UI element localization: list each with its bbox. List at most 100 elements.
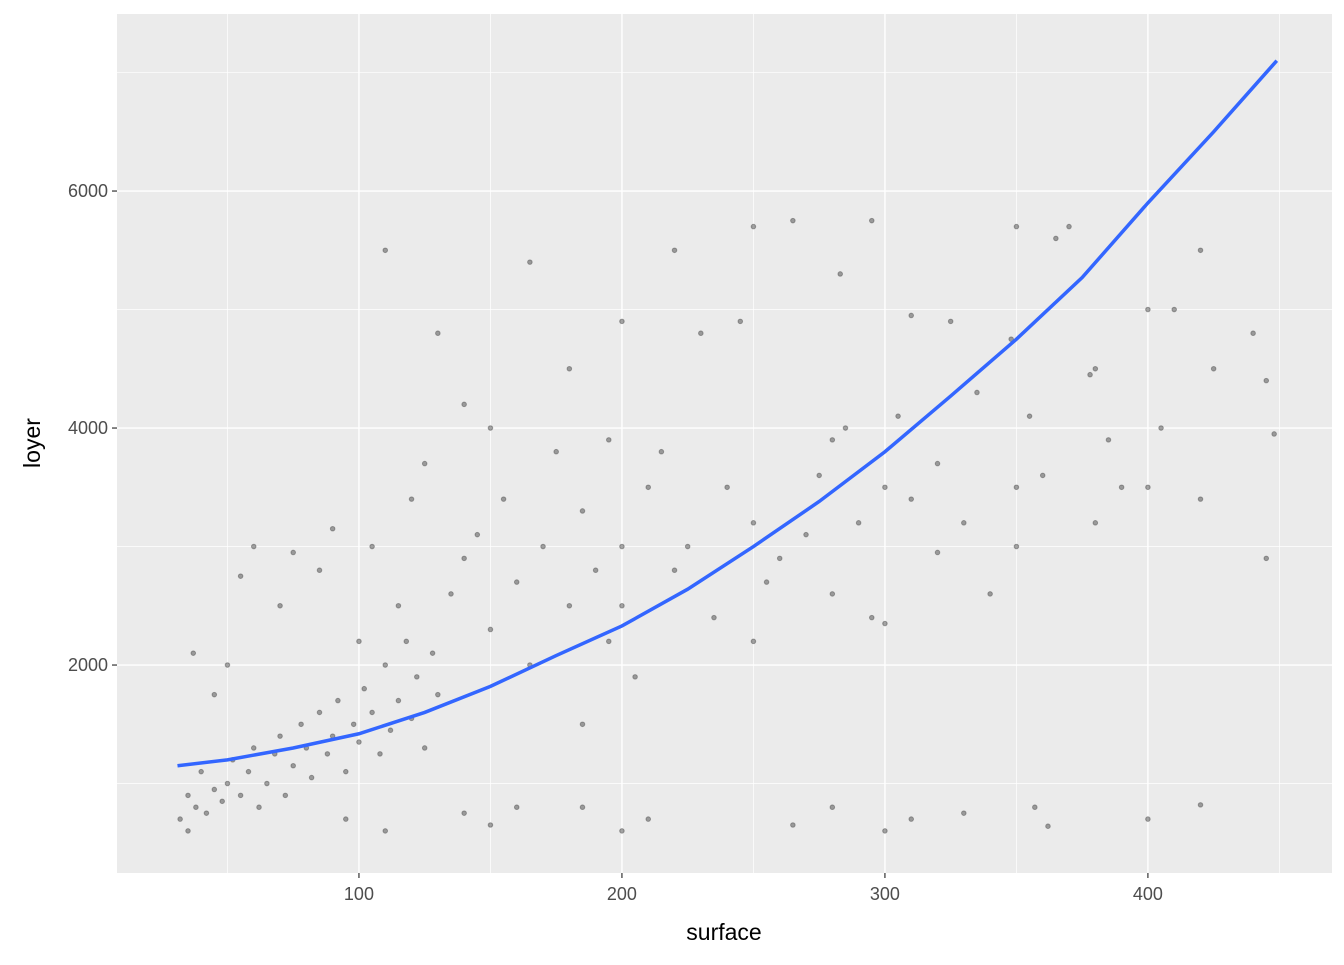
point xyxy=(282,792,289,799)
point xyxy=(579,508,586,514)
y-axis-title: loyer xyxy=(19,418,45,468)
point xyxy=(487,822,494,828)
point xyxy=(829,804,836,811)
point xyxy=(1013,543,1020,550)
point xyxy=(1171,306,1178,313)
point xyxy=(277,733,283,739)
x-axis-title: surface xyxy=(686,919,761,945)
point xyxy=(1145,484,1151,491)
point xyxy=(461,401,467,408)
point xyxy=(429,650,436,656)
point xyxy=(829,591,836,597)
x-tick-label: 200 xyxy=(607,884,637,904)
points xyxy=(177,217,1277,834)
point xyxy=(356,739,362,745)
point xyxy=(335,697,341,704)
point xyxy=(350,721,357,728)
point xyxy=(1210,365,1217,372)
point xyxy=(308,774,315,781)
point xyxy=(369,709,375,716)
point xyxy=(882,484,888,491)
smooth-line xyxy=(177,59,1279,768)
point xyxy=(1263,555,1270,562)
point xyxy=(185,828,191,834)
point xyxy=(698,330,704,337)
point xyxy=(934,460,941,467)
point xyxy=(605,437,612,443)
point xyxy=(245,768,252,775)
panel xyxy=(117,14,1332,873)
point xyxy=(382,828,389,834)
point xyxy=(513,579,520,585)
point xyxy=(356,638,362,645)
point xyxy=(1118,484,1125,491)
grid xyxy=(117,14,1332,873)
point xyxy=(737,318,744,325)
point xyxy=(750,638,757,645)
point xyxy=(658,448,665,455)
point xyxy=(190,650,197,656)
point xyxy=(1087,371,1093,378)
point xyxy=(224,662,231,668)
point xyxy=(316,567,323,574)
point xyxy=(1145,816,1151,822)
point xyxy=(1032,804,1038,811)
point xyxy=(645,484,652,491)
point xyxy=(842,425,849,431)
point xyxy=(882,620,888,627)
point xyxy=(579,721,586,728)
point xyxy=(329,525,336,532)
point xyxy=(750,223,757,230)
point xyxy=(1013,484,1020,491)
point xyxy=(382,662,389,668)
point xyxy=(185,792,191,799)
point xyxy=(203,810,210,816)
point xyxy=(592,567,599,574)
point xyxy=(829,437,836,443)
point xyxy=(632,674,638,680)
point xyxy=(868,614,875,621)
point xyxy=(619,543,625,550)
point xyxy=(790,217,796,224)
point xyxy=(837,271,844,277)
point xyxy=(387,727,394,734)
point xyxy=(361,685,368,692)
point xyxy=(198,768,204,775)
point xyxy=(882,828,888,834)
point xyxy=(619,318,625,325)
point xyxy=(193,804,199,811)
point xyxy=(553,448,559,455)
y-tick-label: 4000 xyxy=(68,418,108,438)
point xyxy=(934,549,941,556)
point xyxy=(1053,235,1059,242)
y-tick-label: 2000 xyxy=(68,655,108,675)
point xyxy=(408,496,415,502)
point xyxy=(908,496,915,502)
point xyxy=(540,543,546,550)
point xyxy=(414,674,420,680)
point xyxy=(290,762,297,769)
point xyxy=(947,318,954,325)
point xyxy=(395,697,402,704)
point xyxy=(211,786,218,793)
point xyxy=(277,602,283,609)
point xyxy=(763,579,770,585)
point xyxy=(177,816,183,822)
point xyxy=(566,602,573,609)
point xyxy=(211,691,218,698)
point xyxy=(750,520,757,526)
point xyxy=(803,531,809,538)
point xyxy=(487,626,494,633)
point xyxy=(1145,306,1151,313)
point xyxy=(605,638,612,645)
point xyxy=(474,531,481,538)
y-tick-label: 6000 xyxy=(68,181,108,201)
point xyxy=(1197,247,1204,254)
point xyxy=(500,496,507,502)
point xyxy=(435,691,441,698)
point xyxy=(961,810,967,816)
point xyxy=(855,520,862,526)
point xyxy=(382,247,389,254)
point xyxy=(298,721,304,728)
